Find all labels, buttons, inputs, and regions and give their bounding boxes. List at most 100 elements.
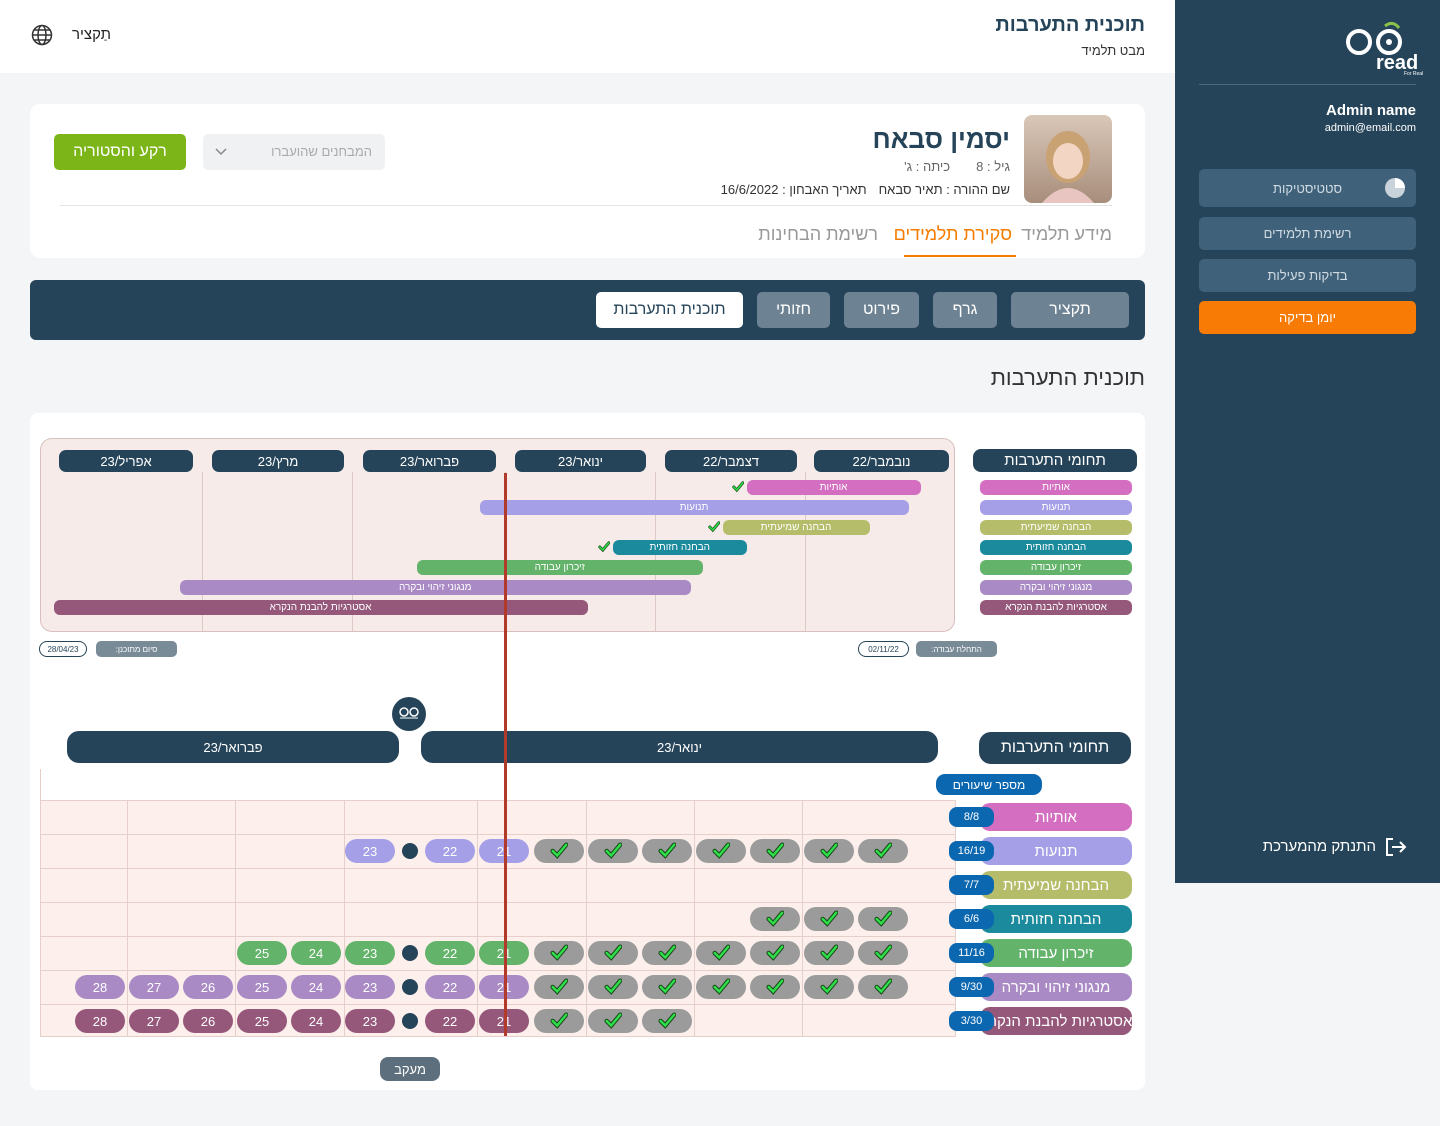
gantt-frame: [40, 438, 955, 632]
grid-row: [40, 902, 956, 903]
lesson: 23: [345, 975, 395, 999]
grid-col: [477, 800, 478, 1037]
logout[interactable]: התנתק מהמערכת: [1262, 838, 1376, 855]
lesson: 25: [237, 975, 287, 999]
lesson: 26: [183, 975, 233, 999]
lesson: 27: [129, 975, 179, 999]
check-icon: [820, 910, 838, 927]
check-icon: [766, 944, 784, 961]
row-label: תנועות: [980, 837, 1132, 865]
check-icon: [604, 978, 622, 995]
check-icon: [712, 978, 730, 995]
count-header: מספר שיעורים: [936, 774, 1042, 795]
row-label: מנגוני זיהוי ובקרה: [980, 973, 1132, 1001]
area-legend: אסטרגיות להבנת הנקרא: [980, 600, 1132, 615]
grid-row: [40, 936, 956, 937]
check-icon: [874, 978, 892, 995]
tests-dropdown-label: המבחנים שהועברו: [271, 144, 372, 159]
view-tab[interactable]: תוכנית התערבות: [596, 292, 743, 328]
check-icon: [550, 842, 568, 859]
age: גיל : 8: [976, 159, 1010, 174]
check-icon: [820, 944, 838, 961]
check-icon: [820, 978, 838, 995]
end-date: 28/04/23: [39, 641, 87, 657]
tab[interactable]: רשימת הבחינות: [758, 224, 878, 244]
lesson: 28: [75, 1009, 125, 1033]
tests-dropdown[interactable]: [203, 134, 385, 170]
tab[interactable]: מידע תלמיד: [1021, 224, 1112, 244]
start-date: 02/11/22: [858, 641, 909, 657]
lesson: 24: [291, 1009, 341, 1033]
session-icon: [402, 945, 418, 961]
lesson-count: 6/6: [949, 909, 994, 929]
diagnosis-label: תאריך האבחון :: [782, 182, 867, 197]
view-tab[interactable]: פירוט: [844, 292, 919, 328]
month-divider: [805, 472, 806, 631]
pie-icon: [1385, 178, 1405, 198]
admin-name: Admin name: [1325, 102, 1416, 119]
gantt-bar: תנועות: [479, 500, 909, 515]
lesson: 23: [345, 1009, 395, 1033]
check-icon: [874, 910, 892, 927]
logo-tagline: For Real: [1404, 71, 1424, 77]
grid-col: [802, 800, 803, 1037]
menu-item[interactable]: סטטיסטיקות: [1199, 169, 1416, 207]
month-label: פברואר/23: [363, 450, 496, 472]
grid-col: [694, 800, 695, 1037]
view-tab[interactable]: גרף: [933, 292, 997, 328]
parent-value: תאיר סבאח: [878, 182, 943, 197]
lesson-count: 8/8: [949, 807, 994, 827]
track-button[interactable]: מעקב: [380, 1057, 440, 1081]
tab[interactable]: סקירת תלמידים: [893, 224, 1012, 244]
month-label: פברואר/23: [67, 731, 399, 763]
check-icon: [550, 978, 568, 995]
gantt-bar: אותיות: [746, 480, 921, 495]
end-label: סיום מתוכנן:: [96, 641, 177, 657]
view-tab[interactable]: חזותי: [757, 292, 830, 328]
view-tab[interactable]: תקציר: [1011, 292, 1129, 328]
diagnosis-value: 16/6/2022: [720, 182, 779, 197]
areas-header: תחומי התערבות: [973, 449, 1137, 472]
student-photo: [1024, 115, 1112, 203]
session-icon: [402, 843, 418, 859]
area-legend: מנגוני זיהוי ובקרה: [980, 580, 1132, 595]
today-line: [503, 473, 507, 1036]
class-label: כיתה :: [915, 159, 951, 174]
page-subtitle: מבט תלמיד: [1081, 43, 1145, 58]
grid-col: [586, 800, 587, 1037]
check-icon: [598, 541, 610, 553]
admin-email: admin@email.com: [1324, 122, 1416, 134]
lessons-header: תחומי התערבות: [979, 732, 1131, 764]
diagnosis: תאריך האבחון : 16/6/2022: [721, 182, 867, 197]
grid-col: [344, 800, 345, 1037]
gantt-bar: הבחנה שמיעתית: [722, 520, 870, 535]
student-name: יסמין סבאח: [872, 124, 1010, 154]
logo-badge: [392, 697, 426, 731]
check-icon: [550, 944, 568, 961]
menu-item[interactable]: רשימת תלמידים: [1199, 217, 1416, 250]
check-icon: [712, 944, 730, 961]
menu-item[interactable]: בדיקות פעילות: [1199, 259, 1416, 292]
grid-row: [40, 970, 956, 971]
globe-icon[interactable]: [31, 24, 53, 46]
lesson: 22: [425, 941, 475, 965]
lesson-count: 3/30: [949, 1011, 994, 1031]
divider: [60, 205, 1112, 206]
check-icon: [766, 910, 784, 927]
check-icon: [766, 978, 784, 995]
logout-icon[interactable]: [1385, 837, 1407, 857]
check-icon: [874, 842, 892, 859]
background-button[interactable]: רקע והסטוריה: [54, 134, 186, 170]
menu-item[interactable]: יומן בדיקה: [1199, 301, 1416, 334]
area-legend: הבחנה חזותית: [980, 540, 1132, 555]
session-icon: [402, 979, 418, 995]
summary-link[interactable]: תַקציר: [72, 26, 111, 43]
lesson-count: 16/19: [949, 841, 994, 861]
lesson: 26: [183, 1009, 233, 1033]
check-icon: [658, 842, 676, 859]
check-icon: [604, 944, 622, 961]
chevron: [215, 148, 227, 156]
area-legend: זיכרון עבודה: [980, 560, 1132, 575]
